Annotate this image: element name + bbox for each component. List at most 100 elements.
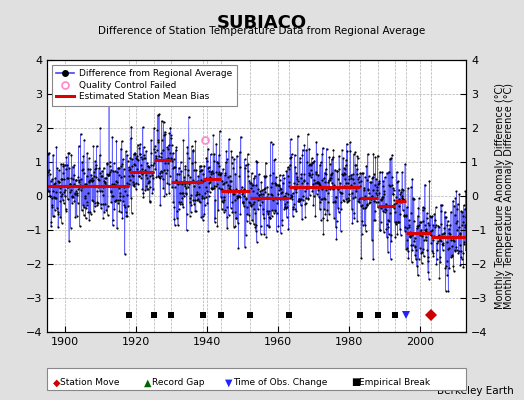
Point <box>122 148 130 154</box>
Point <box>121 251 129 257</box>
Point <box>130 161 138 167</box>
Point <box>223 225 232 232</box>
Point <box>408 232 416 238</box>
Point <box>348 176 357 182</box>
Point <box>324 177 333 183</box>
Point <box>164 146 172 153</box>
Point <box>302 146 310 153</box>
Point <box>56 189 64 195</box>
Point <box>411 244 420 250</box>
Point <box>461 188 470 194</box>
Point <box>278 172 287 179</box>
Point <box>265 214 274 220</box>
Text: Berkeley Earth: Berkeley Earth <box>437 386 514 396</box>
Point <box>302 195 311 202</box>
Point <box>375 227 384 234</box>
Point <box>336 227 345 234</box>
Point <box>271 181 280 188</box>
Point <box>105 101 113 108</box>
Point <box>267 212 276 219</box>
Point <box>228 154 236 160</box>
Point <box>75 184 84 190</box>
Point <box>367 179 375 186</box>
Point <box>126 166 134 172</box>
Point <box>345 173 353 180</box>
Point <box>383 221 391 227</box>
Point <box>259 215 268 222</box>
Point <box>313 186 322 193</box>
Point <box>108 181 116 187</box>
Point <box>60 162 69 168</box>
Point <box>396 210 404 217</box>
Point <box>133 152 141 159</box>
Point <box>162 157 170 163</box>
Point <box>315 194 323 200</box>
Point <box>232 215 241 222</box>
Point <box>153 126 161 133</box>
Point <box>403 248 412 254</box>
Point <box>377 204 385 211</box>
Point <box>85 179 94 185</box>
Point <box>265 207 273 214</box>
Point <box>83 189 92 196</box>
Point <box>99 184 107 190</box>
Point <box>354 198 362 204</box>
Point <box>72 188 81 194</box>
Point <box>356 202 365 209</box>
Point <box>393 231 401 238</box>
Point <box>170 156 178 163</box>
Point <box>370 171 378 178</box>
Point <box>178 181 187 187</box>
Point <box>148 169 157 175</box>
Point <box>416 228 424 235</box>
Point <box>333 168 342 174</box>
Point <box>140 155 149 162</box>
Point <box>103 212 112 218</box>
Point <box>48 204 56 210</box>
Point <box>305 172 314 178</box>
Point <box>133 156 141 162</box>
Point <box>52 144 61 150</box>
Point <box>379 178 388 184</box>
Point <box>416 218 424 225</box>
Point <box>190 167 198 174</box>
Point <box>206 174 214 180</box>
Point <box>253 238 261 245</box>
Point <box>420 205 429 211</box>
Point <box>229 165 237 171</box>
Point <box>219 181 227 187</box>
Point <box>303 159 312 166</box>
Point <box>132 155 140 162</box>
Point <box>163 144 171 150</box>
Point <box>438 238 446 244</box>
Point <box>247 202 256 208</box>
Point <box>315 180 323 187</box>
Point <box>158 137 166 144</box>
Point <box>93 198 101 205</box>
Point <box>231 170 239 177</box>
Point <box>203 158 211 164</box>
Point <box>337 199 345 205</box>
Point <box>340 198 348 204</box>
Point <box>291 205 299 212</box>
Point <box>292 208 301 214</box>
Point <box>451 246 460 253</box>
Point <box>141 187 149 194</box>
Point <box>235 173 244 180</box>
Point <box>185 155 193 161</box>
Point <box>379 208 387 214</box>
Point <box>288 190 297 197</box>
Point <box>398 193 406 200</box>
Point <box>366 195 374 202</box>
Point <box>76 181 84 188</box>
Point <box>165 130 173 136</box>
Point <box>149 162 157 168</box>
Point <box>113 179 122 185</box>
Point <box>340 183 348 190</box>
Point <box>184 166 192 173</box>
Point <box>326 177 334 184</box>
Point <box>279 194 288 200</box>
Point <box>337 206 346 212</box>
Point <box>363 201 372 208</box>
Point <box>277 189 286 195</box>
